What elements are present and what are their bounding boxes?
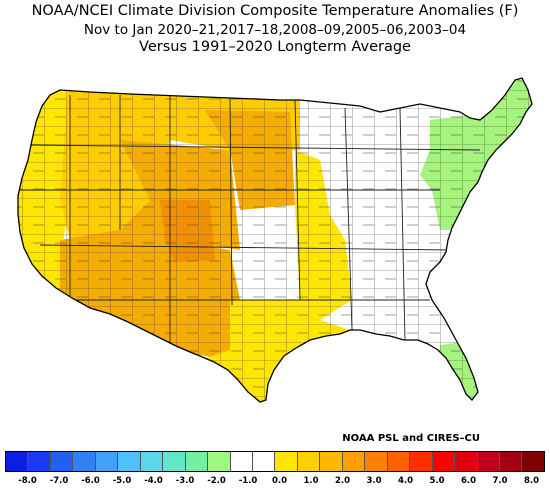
- colorbar-tick-label: 2.0: [334, 476, 351, 486]
- colorbar-tick-label: 5.0: [429, 476, 445, 486]
- colorbar-tick-label: -2.0: [207, 476, 226, 486]
- map-subtitle-baseline: Versus 1991–2020 Longterm Average: [139, 39, 411, 55]
- colorbar-cell: [432, 452, 456, 471]
- colorbar-cell: [73, 452, 96, 471]
- colorbar-cell: [230, 452, 253, 471]
- colorbar-cell: [477, 452, 500, 471]
- colorbar-tick-label: -7.0: [49, 476, 69, 486]
- colorbar-cell: [252, 452, 276, 471]
- colorbar-tick-label: -1.0: [238, 476, 258, 486]
- colorbar: [5, 451, 545, 472]
- colorbar-tick-label: -4.0: [144, 476, 163, 486]
- colorbar-cell: [410, 452, 433, 471]
- map-subtitle-period: Nov to Jan 2020–21,2017–18,2008–09,2005–…: [83, 22, 467, 38]
- colorbar-tick-label: 0.0: [271, 476, 288, 486]
- colorbar-cell: [163, 452, 186, 471]
- colorbar-cell: [522, 452, 544, 471]
- colorbar-tick-label: -6.0: [81, 476, 100, 486]
- state-boundaries: [20, 95, 481, 345]
- colorbar-cell: [297, 452, 321, 471]
- colorbar-cell: [455, 452, 478, 471]
- colorbar-cell: [499, 452, 523, 471]
- colorbar-tick-label: 3.0: [366, 476, 382, 486]
- us-climate-division-map: [17, 77, 533, 403]
- colorbar-tick-label: 6.0: [460, 476, 477, 486]
- colorbar-cell: [6, 452, 29, 471]
- colorbar-cell: [50, 452, 74, 471]
- colorbar-cell: [387, 452, 411, 471]
- colorbar-tick-label: 8.0: [523, 476, 540, 486]
- colorbar-cell: [140, 452, 164, 471]
- colorbar-tick-label: -5.0: [112, 476, 132, 486]
- map-title: NOAA/NCEI Climate Division Composite Tem…: [31, 3, 519, 19]
- colorbar-cell: [185, 452, 209, 471]
- colorbar-tick-label: -3.0: [175, 476, 195, 486]
- colorbar-tick-label: 4.0: [397, 476, 414, 486]
- colorbar-cell: [95, 452, 119, 471]
- colorbar-tick-label: 7.0: [492, 476, 508, 486]
- colorbar-cell: [118, 452, 141, 471]
- colorbar-cell: [320, 452, 343, 471]
- colorbar-cell: [365, 452, 388, 471]
- colorbar-tick-label: -8.0: [18, 476, 37, 486]
- credit-text: NOAA PSL and CIRES–CU: [342, 433, 480, 444]
- colorbar-cell: [275, 452, 298, 471]
- climate-division-boundaries: [18, 78, 532, 402]
- colorbar-cell: [342, 452, 366, 471]
- colorbar-labels: -8.0 -7.0 -6.0 -5.0 -4.0 -3.0 -2.0 -1.0 0.0 1.0 2.…: [5, 476, 545, 490]
- colorbar-cell: [208, 452, 231, 471]
- colorbar-cell: [28, 452, 51, 471]
- colorbar-tick-label: 1.0: [303, 476, 319, 486]
